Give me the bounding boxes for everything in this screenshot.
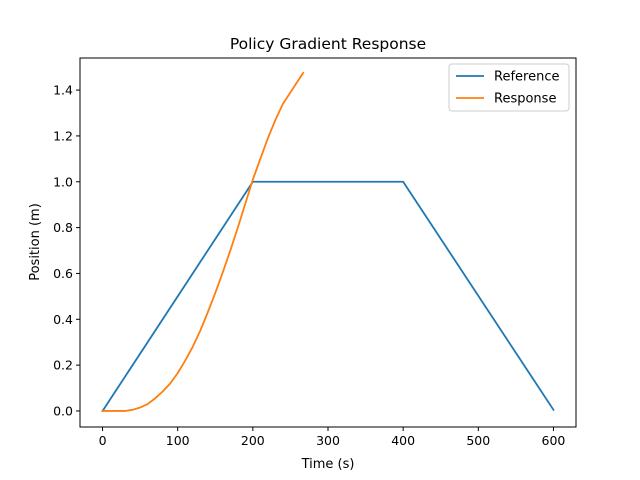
legend: Reference Response xyxy=(448,63,570,112)
y-tick-label: 0.0 xyxy=(53,403,73,418)
y-axis-label: Position (m) xyxy=(28,203,43,281)
chart-title: Policy Gradient Response xyxy=(230,35,426,53)
x-axis-label: Time (s) xyxy=(301,457,355,472)
y-tick-label: 0.2 xyxy=(53,358,73,373)
x-axis: 0 100 200 300 400 500 600 xyxy=(99,427,566,448)
y-tick-label: 1.0 xyxy=(53,174,73,189)
y-tick-label: 0.6 xyxy=(53,266,73,281)
y-tick-label: 1.4 xyxy=(53,83,73,98)
y-tick-label: 0.4 xyxy=(53,312,73,327)
x-tick-label: 200 xyxy=(241,433,265,448)
x-tick-label: 300 xyxy=(316,433,340,448)
y-axis: 0.0 0.2 0.4 0.6 0.8 1.0 1.2 1.4 xyxy=(53,83,80,418)
y-tick-label: 0.8 xyxy=(53,220,73,235)
series-line-reference xyxy=(101,180,555,413)
legend-label-reference: Reference xyxy=(494,70,559,85)
series-line-response xyxy=(101,71,305,412)
x-tick-label: 500 xyxy=(466,433,490,448)
x-tick-label: 100 xyxy=(166,433,190,448)
plot-area xyxy=(101,71,555,413)
x-tick-label: 600 xyxy=(542,433,566,448)
y-tick-label: 1.2 xyxy=(53,128,73,143)
x-tick-label: 400 xyxy=(391,433,415,448)
x-tick-label: 0 xyxy=(99,433,107,448)
legend-label-response: Response xyxy=(494,92,556,107)
